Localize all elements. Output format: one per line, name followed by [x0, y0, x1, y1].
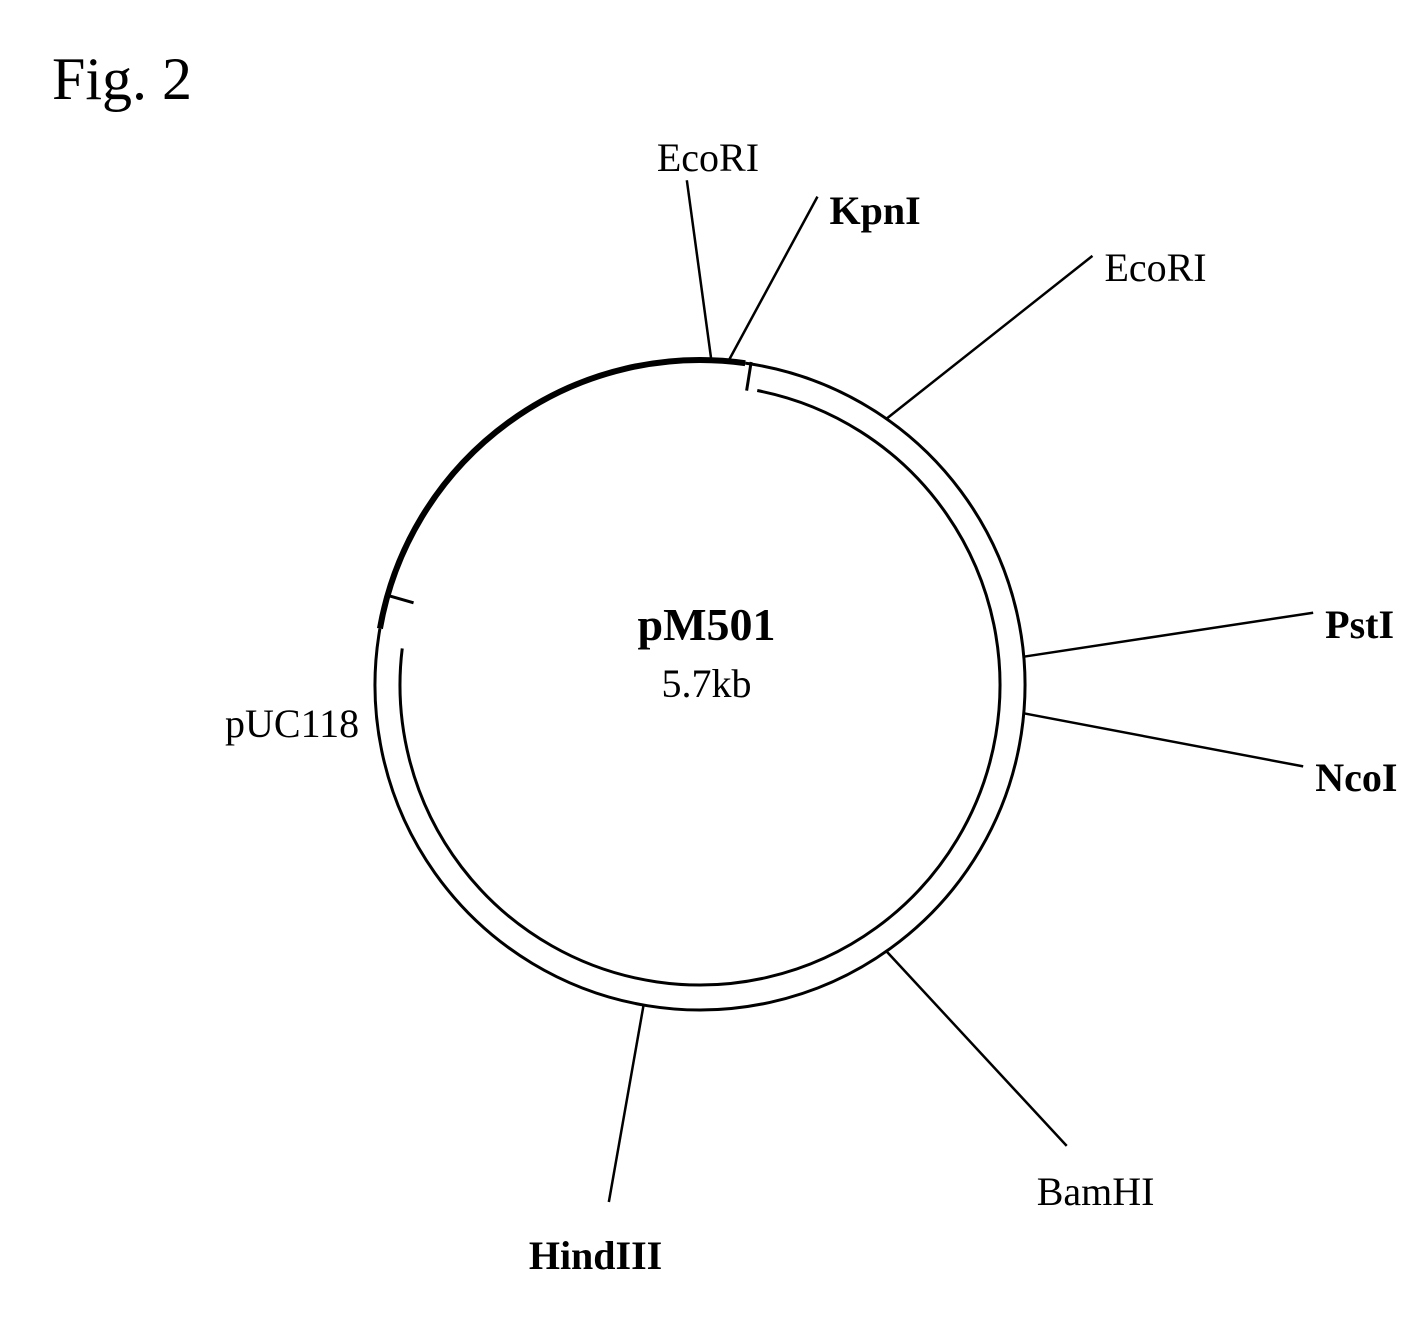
- label-ecoRI_right: EcoRI: [1104, 244, 1206, 291]
- plasmid-size: 5.7kb: [662, 660, 752, 707]
- tick-top: [747, 362, 752, 391]
- leader-hindIII: [609, 1005, 644, 1202]
- label-pstI: PstI: [1325, 601, 1394, 648]
- label-ncoI: NcoI: [1315, 754, 1397, 801]
- tick-bottom: [386, 595, 414, 603]
- label-kpnI: KpnI: [829, 187, 920, 234]
- leader-ecoRI_right: [886, 256, 1092, 419]
- outer-arc-thick: [380, 360, 745, 629]
- plasmid-map: Fig. 2 pM501 5.7kb EcoRIKpnIEcoRIPstINco…: [0, 0, 1413, 1339]
- backbone-label: pUC118: [225, 700, 359, 747]
- leader-bamHI: [886, 951, 1066, 1146]
- label-bamHI: BamHI: [1037, 1168, 1155, 1215]
- leader-ncoI: [1024, 713, 1303, 766]
- label-ecoRI_top: EcoRI: [657, 134, 759, 181]
- leader-kpnI: [728, 197, 817, 362]
- leader-pstI: [1024, 613, 1313, 657]
- leader-ecoRI_top: [687, 180, 712, 360]
- label-hindIII: HindIII: [529, 1232, 662, 1279]
- plasmid-name: pM501: [638, 598, 776, 651]
